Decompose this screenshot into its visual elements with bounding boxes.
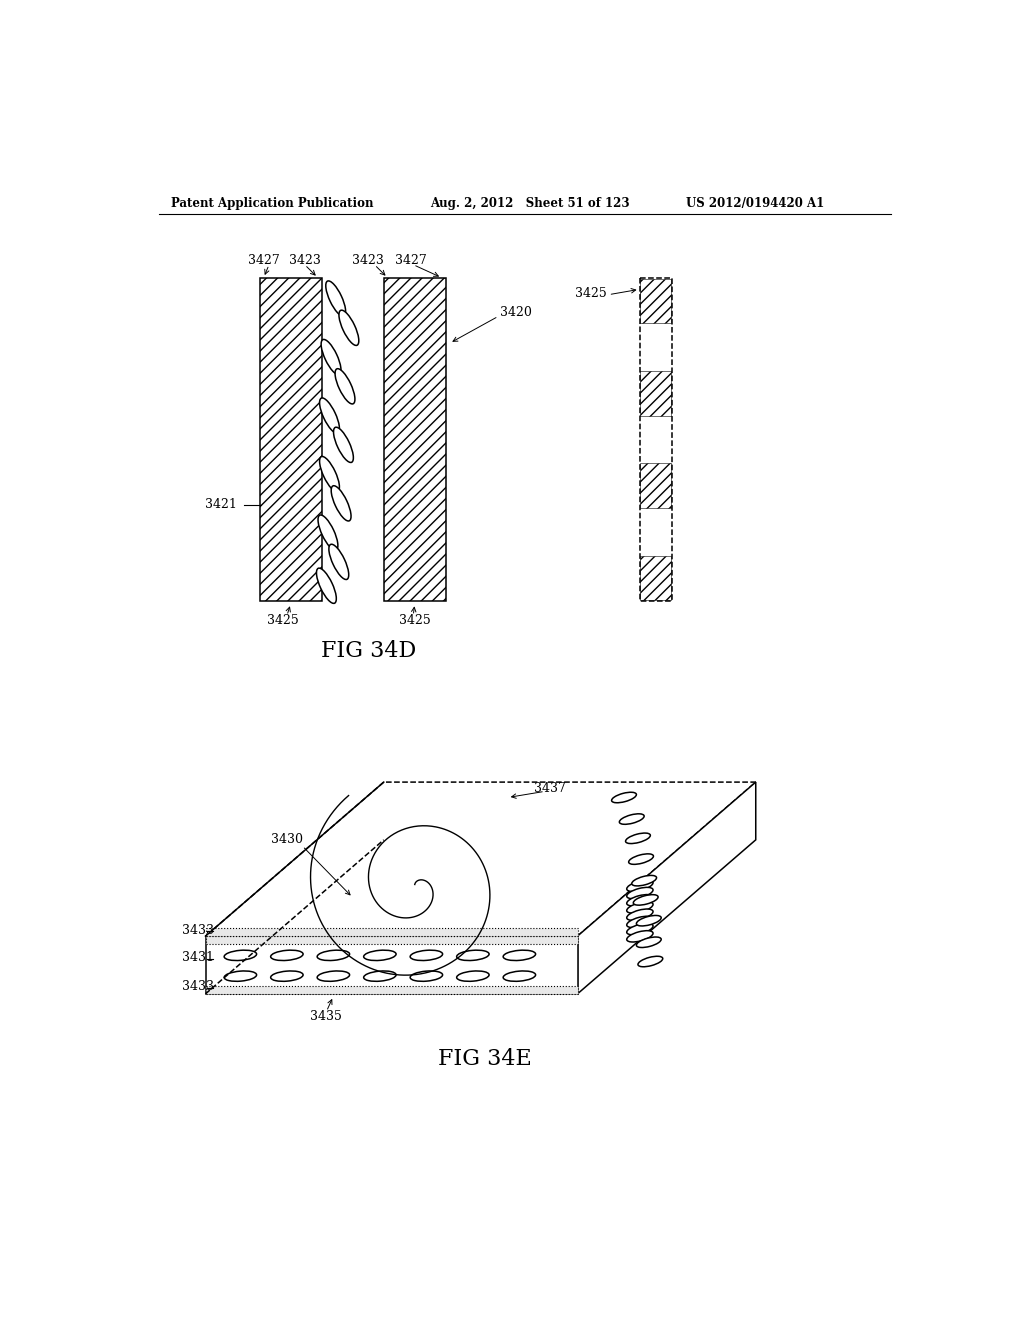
Ellipse shape: [224, 950, 257, 961]
Text: 3425: 3425: [399, 614, 431, 627]
Polygon shape: [206, 781, 756, 936]
Ellipse shape: [317, 950, 349, 961]
Ellipse shape: [503, 972, 536, 981]
Ellipse shape: [620, 814, 644, 824]
Ellipse shape: [322, 339, 341, 375]
Text: FIG 34D: FIG 34D: [321, 640, 416, 663]
Ellipse shape: [627, 924, 653, 935]
Ellipse shape: [339, 310, 358, 346]
Ellipse shape: [457, 972, 489, 981]
Bar: [640, 371, 672, 416]
Text: 3433: 3433: [182, 979, 214, 993]
Text: 3435: 3435: [309, 1010, 342, 1023]
Bar: [640, 556, 672, 601]
Text: 3425: 3425: [575, 286, 607, 300]
Ellipse shape: [326, 281, 346, 317]
Text: US 2012/0194420 A1: US 2012/0194420 A1: [686, 197, 824, 210]
Ellipse shape: [318, 515, 338, 550]
Ellipse shape: [335, 368, 355, 404]
Bar: [384, 277, 445, 601]
Polygon shape: [578, 781, 756, 994]
Ellipse shape: [627, 916, 653, 928]
Ellipse shape: [319, 457, 339, 492]
Ellipse shape: [503, 950, 536, 961]
Polygon shape: [206, 928, 578, 936]
Text: 3427: 3427: [395, 253, 427, 267]
Ellipse shape: [331, 486, 351, 521]
Text: 3437: 3437: [535, 781, 566, 795]
Text: 3433: 3433: [182, 924, 214, 937]
Ellipse shape: [611, 792, 636, 803]
Ellipse shape: [629, 854, 653, 865]
Text: 3423: 3423: [352, 253, 384, 267]
Ellipse shape: [329, 544, 349, 579]
Bar: [260, 277, 322, 601]
Polygon shape: [206, 936, 578, 944]
Ellipse shape: [636, 916, 662, 925]
Ellipse shape: [638, 956, 663, 966]
Bar: [384, 277, 445, 601]
Text: 3427: 3427: [248, 253, 280, 267]
Ellipse shape: [627, 887, 653, 899]
Bar: [260, 277, 322, 601]
Ellipse shape: [636, 937, 662, 948]
Ellipse shape: [632, 875, 656, 886]
Ellipse shape: [224, 972, 257, 981]
Ellipse shape: [627, 931, 653, 942]
Ellipse shape: [457, 950, 489, 961]
Text: Patent Application Publication: Patent Application Publication: [171, 197, 373, 210]
Text: Aug. 2, 2012   Sheet 51 of 123: Aug. 2, 2012 Sheet 51 of 123: [430, 197, 630, 210]
Bar: [640, 463, 672, 508]
Text: FIG 34E: FIG 34E: [437, 1048, 531, 1071]
Text: 3431: 3431: [182, 952, 214, 964]
Ellipse shape: [316, 568, 336, 603]
Ellipse shape: [627, 909, 653, 920]
Text: 3425: 3425: [267, 614, 299, 627]
Ellipse shape: [317, 972, 349, 981]
Text: 3421: 3421: [206, 499, 238, 511]
Ellipse shape: [364, 950, 396, 961]
Ellipse shape: [270, 972, 303, 981]
Ellipse shape: [626, 833, 650, 843]
Ellipse shape: [334, 428, 353, 462]
Ellipse shape: [270, 950, 303, 961]
Text: 3423: 3423: [289, 253, 321, 267]
Ellipse shape: [627, 902, 653, 913]
Bar: [640, 279, 672, 323]
Polygon shape: [206, 986, 578, 994]
Ellipse shape: [411, 972, 442, 981]
Ellipse shape: [633, 895, 658, 906]
Ellipse shape: [364, 972, 396, 981]
Ellipse shape: [627, 895, 653, 906]
Ellipse shape: [319, 397, 339, 433]
Text: 3420: 3420: [500, 306, 531, 319]
Bar: [640, 277, 672, 601]
Text: 3430: 3430: [271, 833, 303, 846]
Polygon shape: [206, 936, 578, 994]
Ellipse shape: [411, 950, 442, 961]
Ellipse shape: [627, 880, 653, 891]
